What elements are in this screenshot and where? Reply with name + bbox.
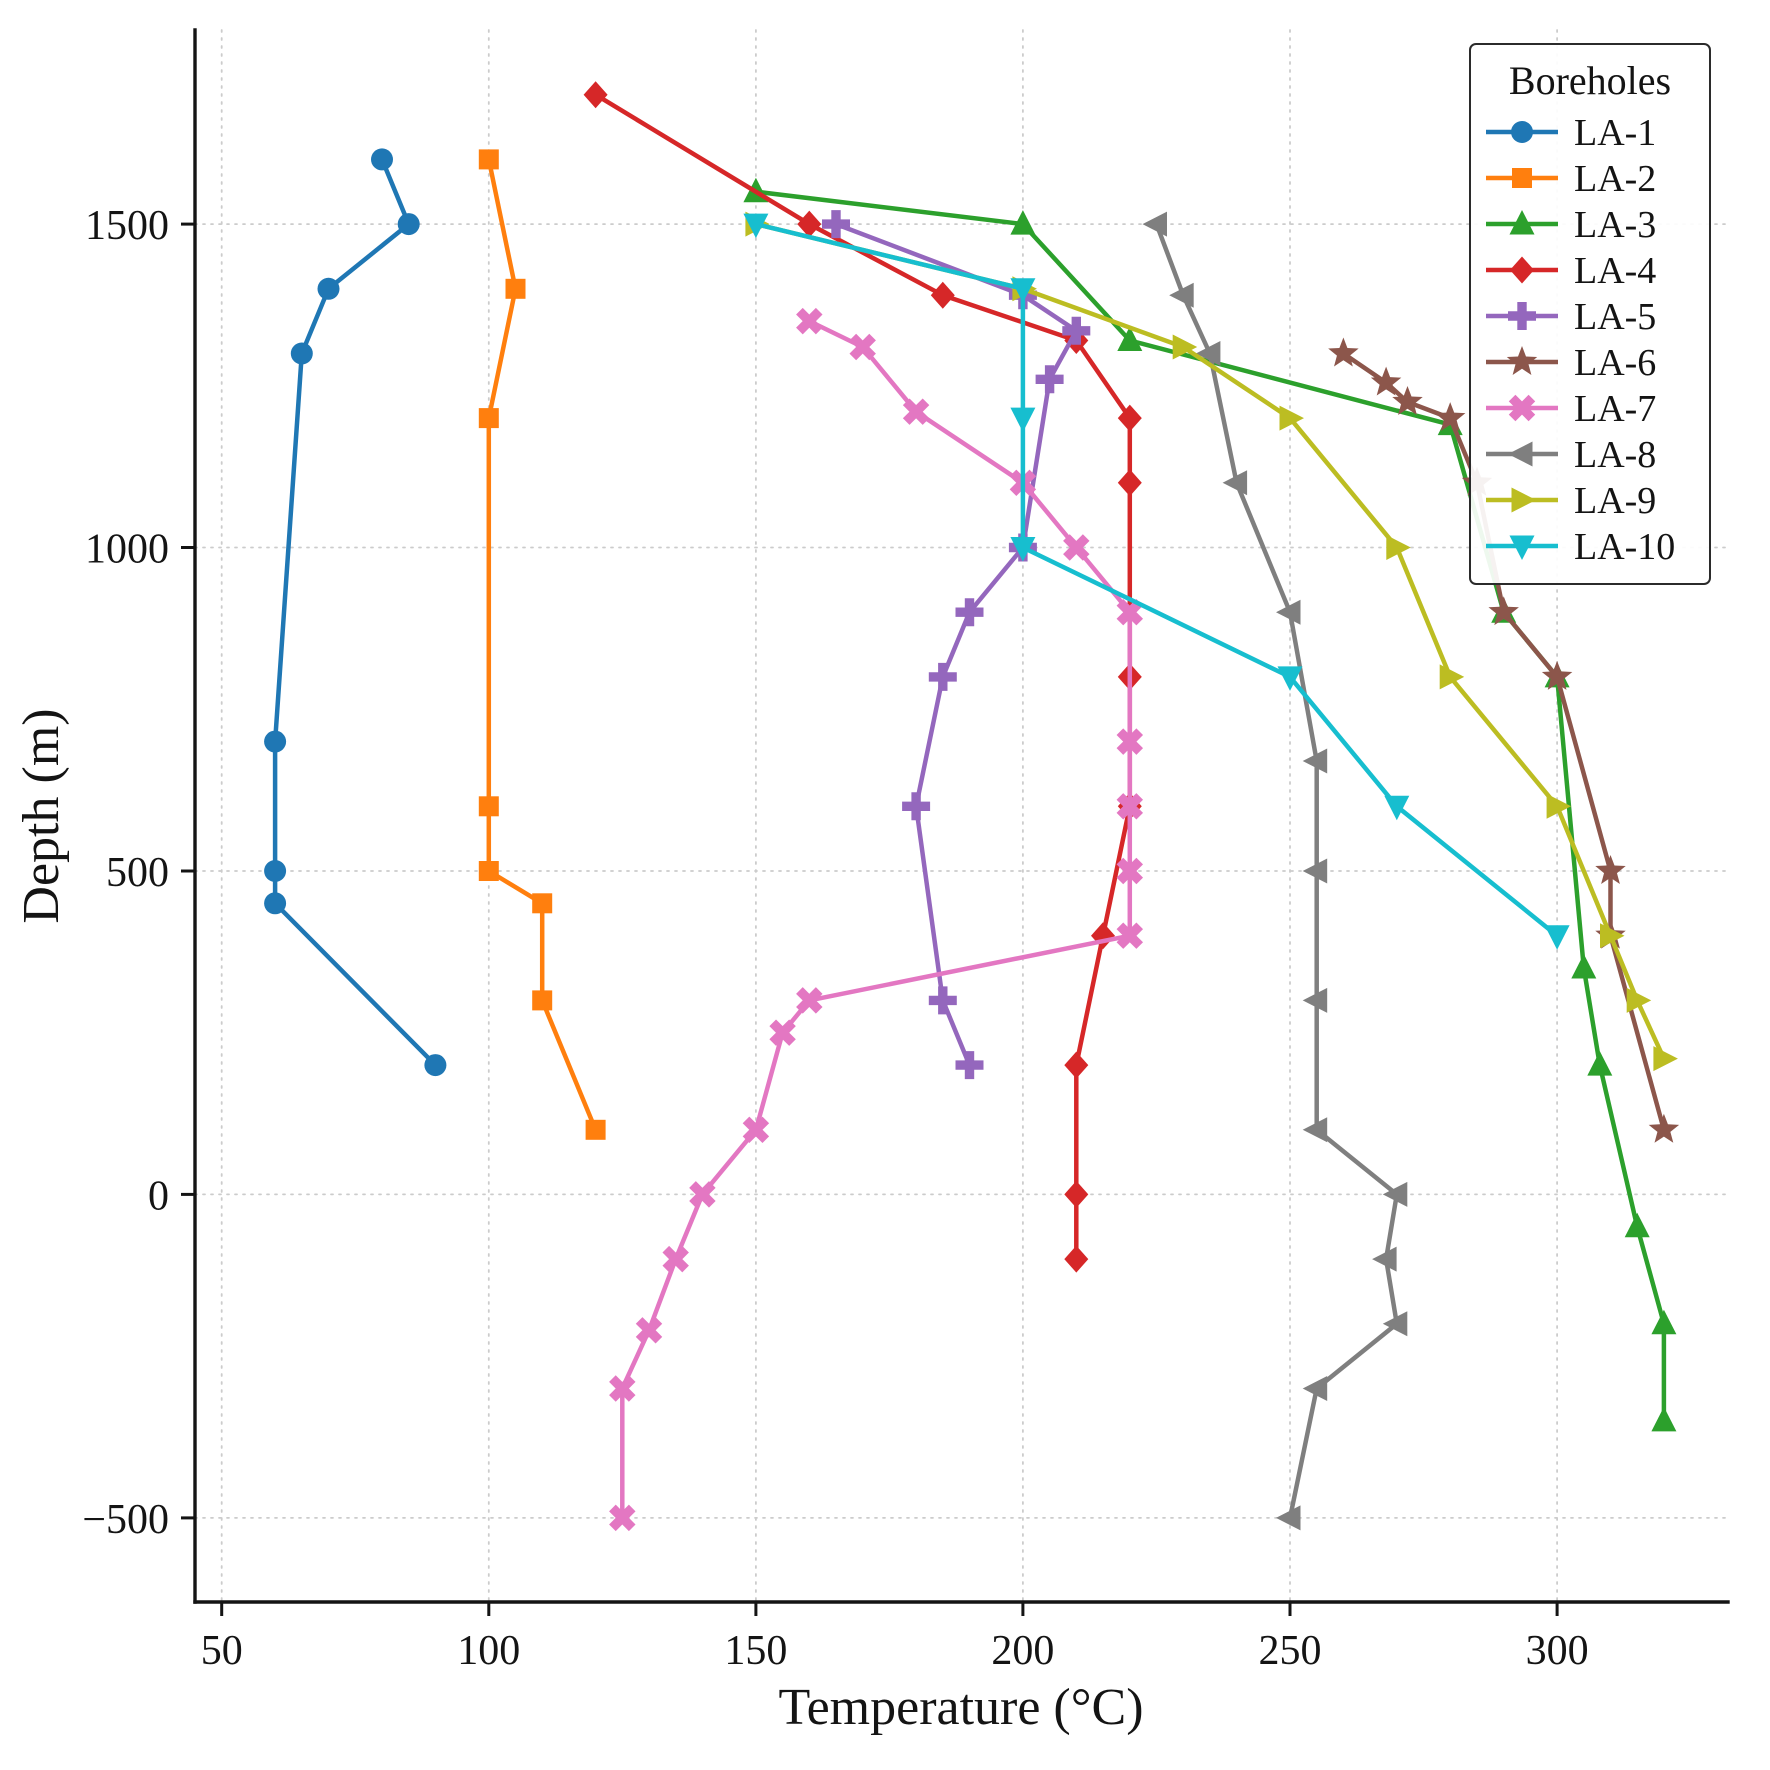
legend-entry-LA-5: LA-5 (1486, 296, 1656, 338)
y-tick-label: 0 (148, 1173, 169, 1219)
y-tick-label: −500 (82, 1497, 169, 1543)
y-tick-label: 1500 (85, 203, 169, 249)
y-tick-label: 1000 (85, 527, 169, 573)
series-LA-10 (743, 213, 1570, 950)
legend-label: LA-10 (1574, 526, 1675, 568)
chart-root: 50 100 150 200 250 300 −500 0 500 1000 1500 Borehol… (82, 28, 1730, 1674)
legend-label: LA-1 (1574, 112, 1656, 154)
legend-entry-LA-6: LA-6 (1486, 342, 1656, 384)
series-LA-1 (264, 148, 447, 1077)
legend-label: LA-6 (1574, 342, 1656, 384)
series-LA-8 (1142, 211, 1408, 1531)
x-tick-label: 100 (457, 1628, 520, 1674)
legend-label: LA-7 (1574, 388, 1656, 430)
legend-entry-LA-9: LA-9 (1486, 480, 1656, 522)
legend: BoreholesLA-1LA-2LA-3LA-4LA-5LA-6LA-7LA-… (1469, 43, 1711, 585)
series-LA-2 (478, 149, 606, 1140)
x-tick-label: 50 (201, 1628, 243, 1674)
legend-entry-LA-2: LA-2 (1486, 158, 1656, 200)
legend-label: LA-2 (1574, 158, 1656, 200)
x-tick-label: 250 (1259, 1628, 1322, 1674)
x-axis-label: Temperature (°C) (778, 1679, 1143, 1736)
legend-label: LA-5 (1574, 296, 1656, 338)
x-tick-label: 200 (991, 1628, 1054, 1674)
legend-entry-LA-3: LA-3 (1486, 204, 1656, 246)
legend-label: LA-3 (1574, 204, 1656, 246)
series-LA-9 (745, 211, 1678, 1072)
y-axis-label: Depth (m) (13, 708, 70, 923)
y-tick-label: 500 (106, 850, 169, 896)
legend-title: Boreholes (1509, 58, 1671, 103)
axes: 50 100 150 200 250 300 −500 0 500 1000 1500 (82, 28, 1730, 1674)
legend-entry-LA-4: LA-4 (1486, 250, 1656, 292)
legend-label: LA-8 (1574, 434, 1656, 476)
legend-entry-LA-10: LA-10 (1486, 526, 1675, 568)
x-tick-label: 300 (1526, 1628, 1589, 1674)
series-LA-7 (609, 307, 1144, 1532)
legend-label: LA-9 (1574, 480, 1656, 522)
legend-entry-LA-8: LA-8 (1486, 434, 1656, 476)
legend-label: LA-4 (1574, 250, 1656, 292)
x-tick-label: 150 (724, 1628, 787, 1674)
legend-entry-LA-7: LA-7 (1486, 388, 1656, 430)
legend-entry-LA-1: LA-1 (1486, 112, 1656, 154)
